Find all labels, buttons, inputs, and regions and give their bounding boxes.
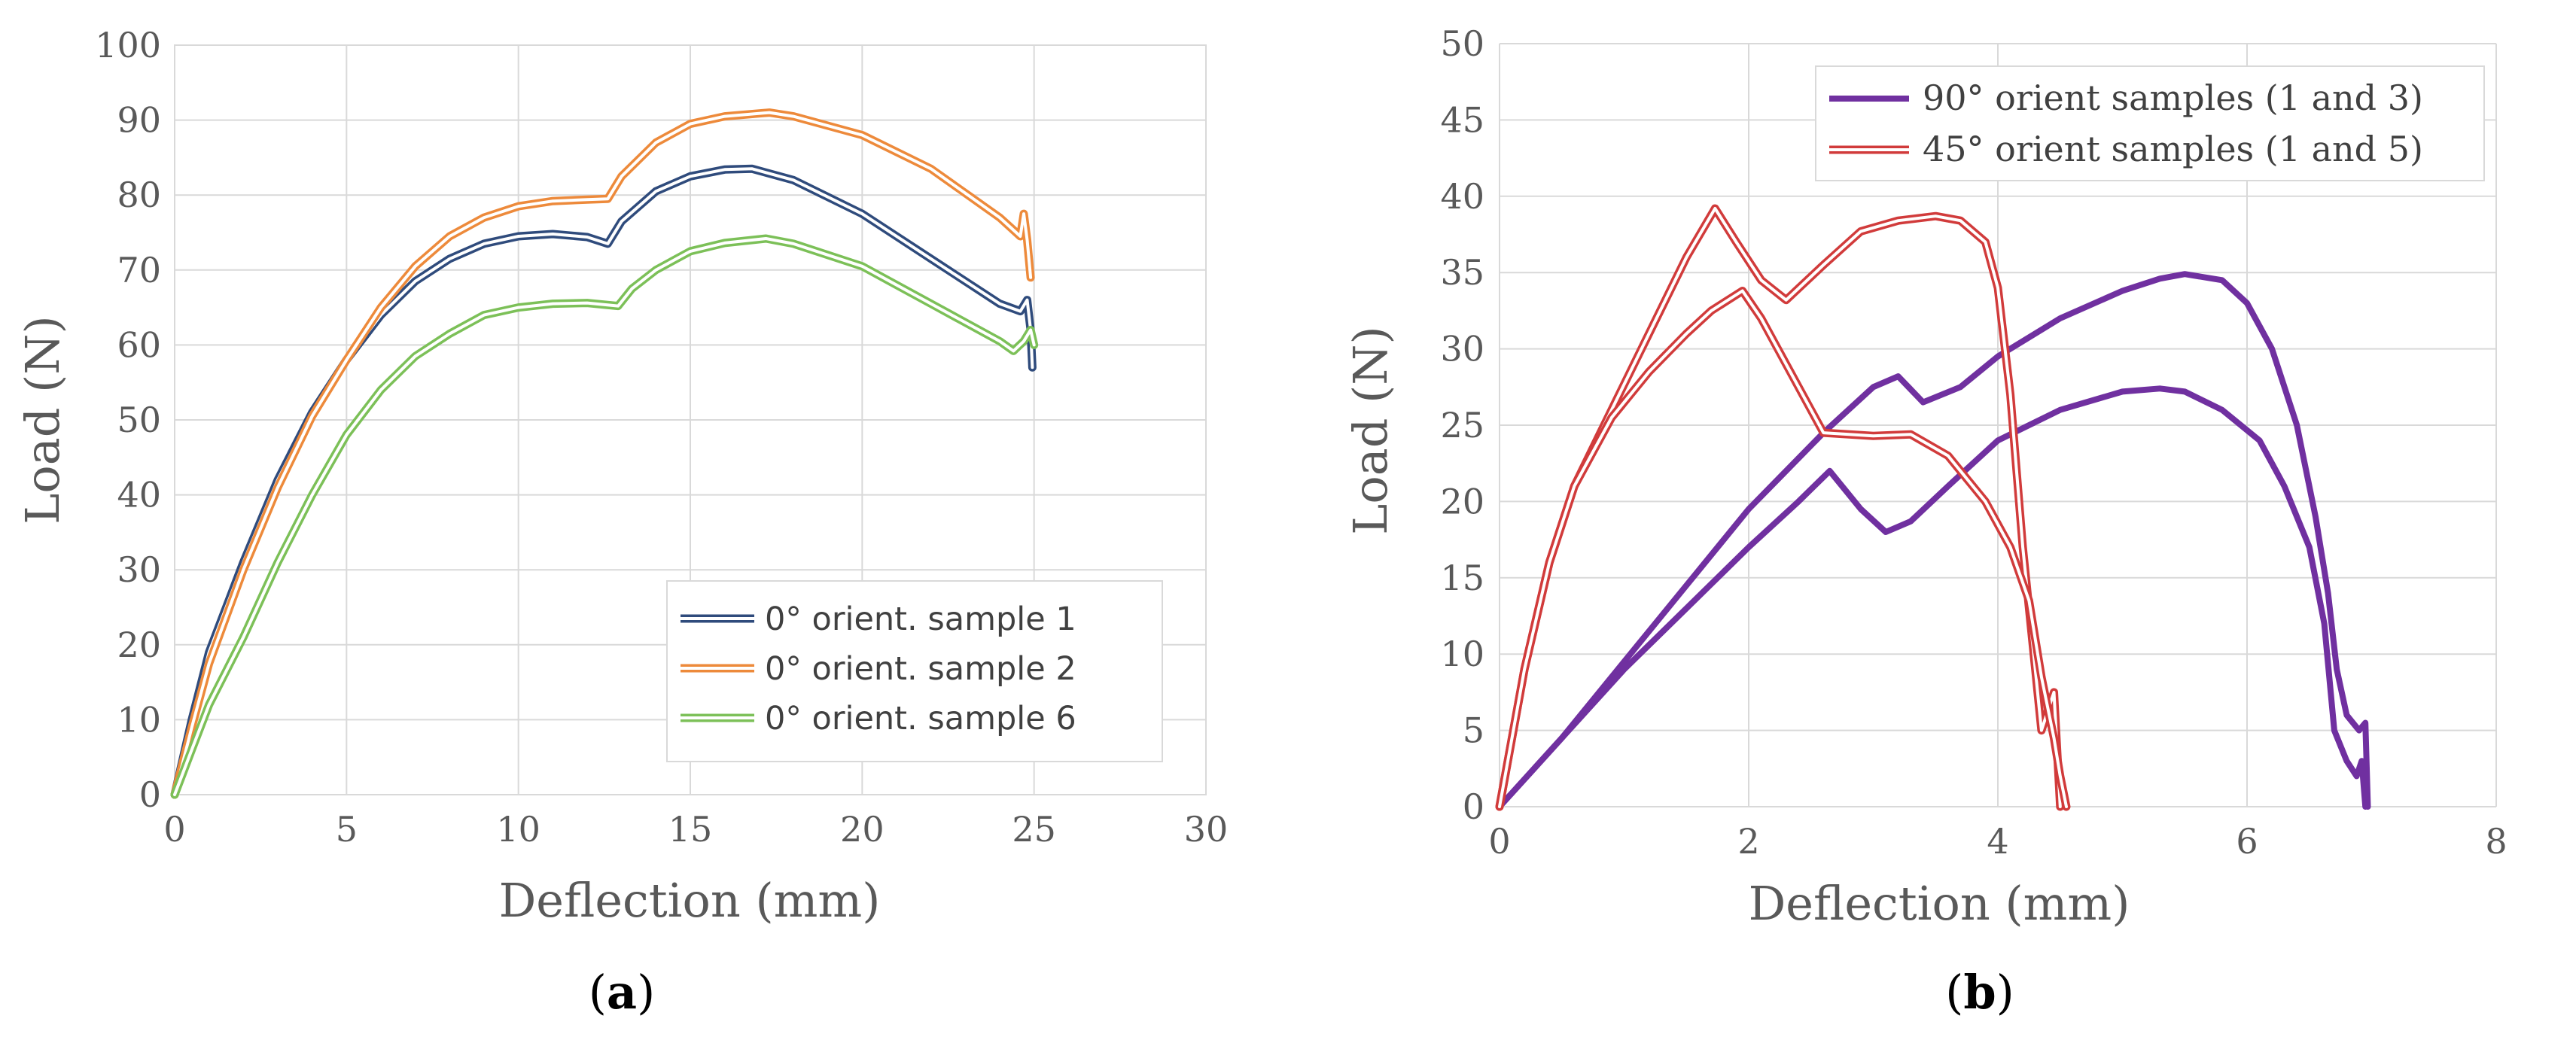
chart-a-caption-open: (	[589, 965, 607, 1020]
chart-b: 0 5 10 15 20 25 30 35 40 45 50 0 2 4 6 8 Load (N) Deflect…	[1343, 23, 2507, 1020]
chart-b-series-2-curve-2-core	[1498, 289, 2068, 808]
chart-b-y-tick-label: 5	[1463, 710, 1484, 751]
chart-a-x-tick-labels: 0 5 10 15 20 25 30	[163, 809, 1228, 850]
chart-a-legend-item: 0° orient. sample 6	[681, 700, 1076, 737]
chart-b-y-tick-label: 30	[1440, 329, 1484, 369]
chart-a-x-tick-label: 30	[1184, 809, 1229, 850]
chart-a-caption-close: )	[637, 965, 655, 1020]
chart-b-y-tick-label: 50	[1440, 23, 1484, 64]
chart-a-legend: 0° orient. sample 1 0° orient. sample 2 0°…	[666, 580, 1163, 762]
chart-b-y-tick-label: 40	[1440, 176, 1484, 217]
chart-a-legend-item: 0° orient. sample 1	[681, 601, 1076, 638]
chart-b-x-tick-label: 4	[1987, 821, 2008, 862]
chart-b-series-1-curve-1-stroke	[1497, 271, 2371, 810]
chart-b-series-1-curve-2-stroke	[1497, 385, 2369, 810]
chart-a-y-tick-label: 10	[117, 699, 161, 740]
chart-a-legend-label: 0° orient. sample 2	[765, 650, 1076, 688]
chart-a-x-tick-label: 5	[336, 809, 358, 850]
chart-a-y-tick-label: 70	[117, 250, 161, 290]
chart-a-caption: (a)	[589, 965, 656, 1020]
chart-b-series-2-curve-2	[1495, 287, 2071, 811]
chart-b-caption-close: )	[1996, 965, 2014, 1020]
chart-a-legend-label: 0° orient. sample 6	[765, 700, 1076, 737]
chart-a-series-3-core	[173, 237, 1036, 796]
chart-b-legend-box	[1815, 65, 2485, 181]
chart-a-y-tick-label: 50	[117, 400, 161, 440]
chart-b-legend: 90° orient samples (1 and 3) 45° orient s…	[1815, 65, 2485, 181]
chart-a-series-2	[170, 108, 1035, 799]
chart-b-x-tick-label: 2	[1737, 821, 1759, 862]
chart-a-y-tick-label: 90	[117, 100, 161, 141]
chart-a-x-tick-label: 25	[1012, 809, 1056, 850]
chart-a-series-2-core	[173, 111, 1033, 796]
chart-a-y-tick-label: 20	[117, 625, 161, 665]
chart-a-y-tick-label: 30	[117, 549, 161, 590]
chart-b-y-tick-label: 35	[1440, 252, 1484, 293]
chart-a-legend-label: 0° orient. sample 1	[765, 601, 1076, 638]
chart-b-y-tick-label: 10	[1440, 634, 1484, 674]
chart-b-legend-label: 90° orient samples (1 and 3)	[1923, 78, 2423, 118]
chart-a-x-axis-title: Deflection (mm)	[499, 873, 881, 928]
chart-a-y-tick-label: 100	[95, 25, 161, 65]
chart-b-legend-label: 45° orient samples (1 and 5)	[1923, 129, 2423, 169]
chart-b-series-lines	[1495, 204, 2371, 811]
chart-b-y-axis-title: Load (N)	[1343, 326, 1398, 535]
chart-b-y-tick-label: 45	[1440, 99, 1484, 140]
chart-b-y-tick-labels: 0 5 10 15 20 25 30 35 40 45 50	[1440, 23, 1484, 827]
chart-a-y-tick-label: 40	[117, 475, 161, 515]
chart-a-y-axis-title: Load (N)	[15, 315, 70, 525]
chart-a-y-tick-label: 80	[117, 175, 161, 215]
chart-a-x-tick-label: 0	[163, 809, 185, 850]
chart-b-x-tick-labels: 0 2 4 6 8	[1488, 821, 2507, 862]
chart-b-y-tick-label: 15	[1440, 558, 1484, 598]
chart-b-y-tick-label: 0	[1463, 786, 1484, 827]
chart-b-x-tick-label: 8	[2485, 821, 2507, 862]
chart-b-legend-item: 45° orient samples (1 and 5)	[1829, 129, 2423, 169]
chart-a-y-tick-labels: 0 10 20 30 40 50 60 70 80 90 100	[95, 25, 161, 815]
chart-b-x-tick-label: 6	[2236, 821, 2258, 862]
chart-a: 0 10 20 30 40 50 60 70 80 90 100 0 5 10 15 20 25 30 Load (…	[15, 25, 1228, 1020]
chart-b-caption: (b)	[1945, 965, 2014, 1020]
chart-a-y-tick-label: 0	[139, 774, 161, 815]
chart-b-x-axis-title: Deflection (mm)	[1749, 876, 2130, 931]
chart-a-y-tick-label: 60	[117, 324, 161, 365]
chart-a-legend-item: 0° orient. sample 2	[681, 650, 1076, 688]
chart-b-y-tick-label: 20	[1440, 481, 1484, 522]
chart-b-caption-label: b	[1963, 965, 1996, 1020]
chart-a-caption-label: a	[607, 965, 637, 1020]
chart-a-x-tick-label: 20	[840, 809, 885, 850]
chart-a-series-lines	[170, 108, 1039, 799]
chart-b-caption-open: (	[1945, 965, 1963, 1020]
chart-a-x-tick-label: 10	[496, 809, 540, 850]
chart-b-series-1-curve-1	[1497, 271, 2371, 810]
chart-b-legend-item: 90° orient samples (1 and 3)	[1829, 78, 2423, 118]
chart-a-x-tick-label: 15	[668, 809, 713, 850]
chart-a-series-3	[170, 234, 1039, 799]
chart-b-y-tick-label: 25	[1440, 405, 1484, 445]
chart-b-series-1-curve-2	[1497, 385, 2369, 810]
chart-b-x-tick-label: 0	[1488, 821, 1510, 862]
